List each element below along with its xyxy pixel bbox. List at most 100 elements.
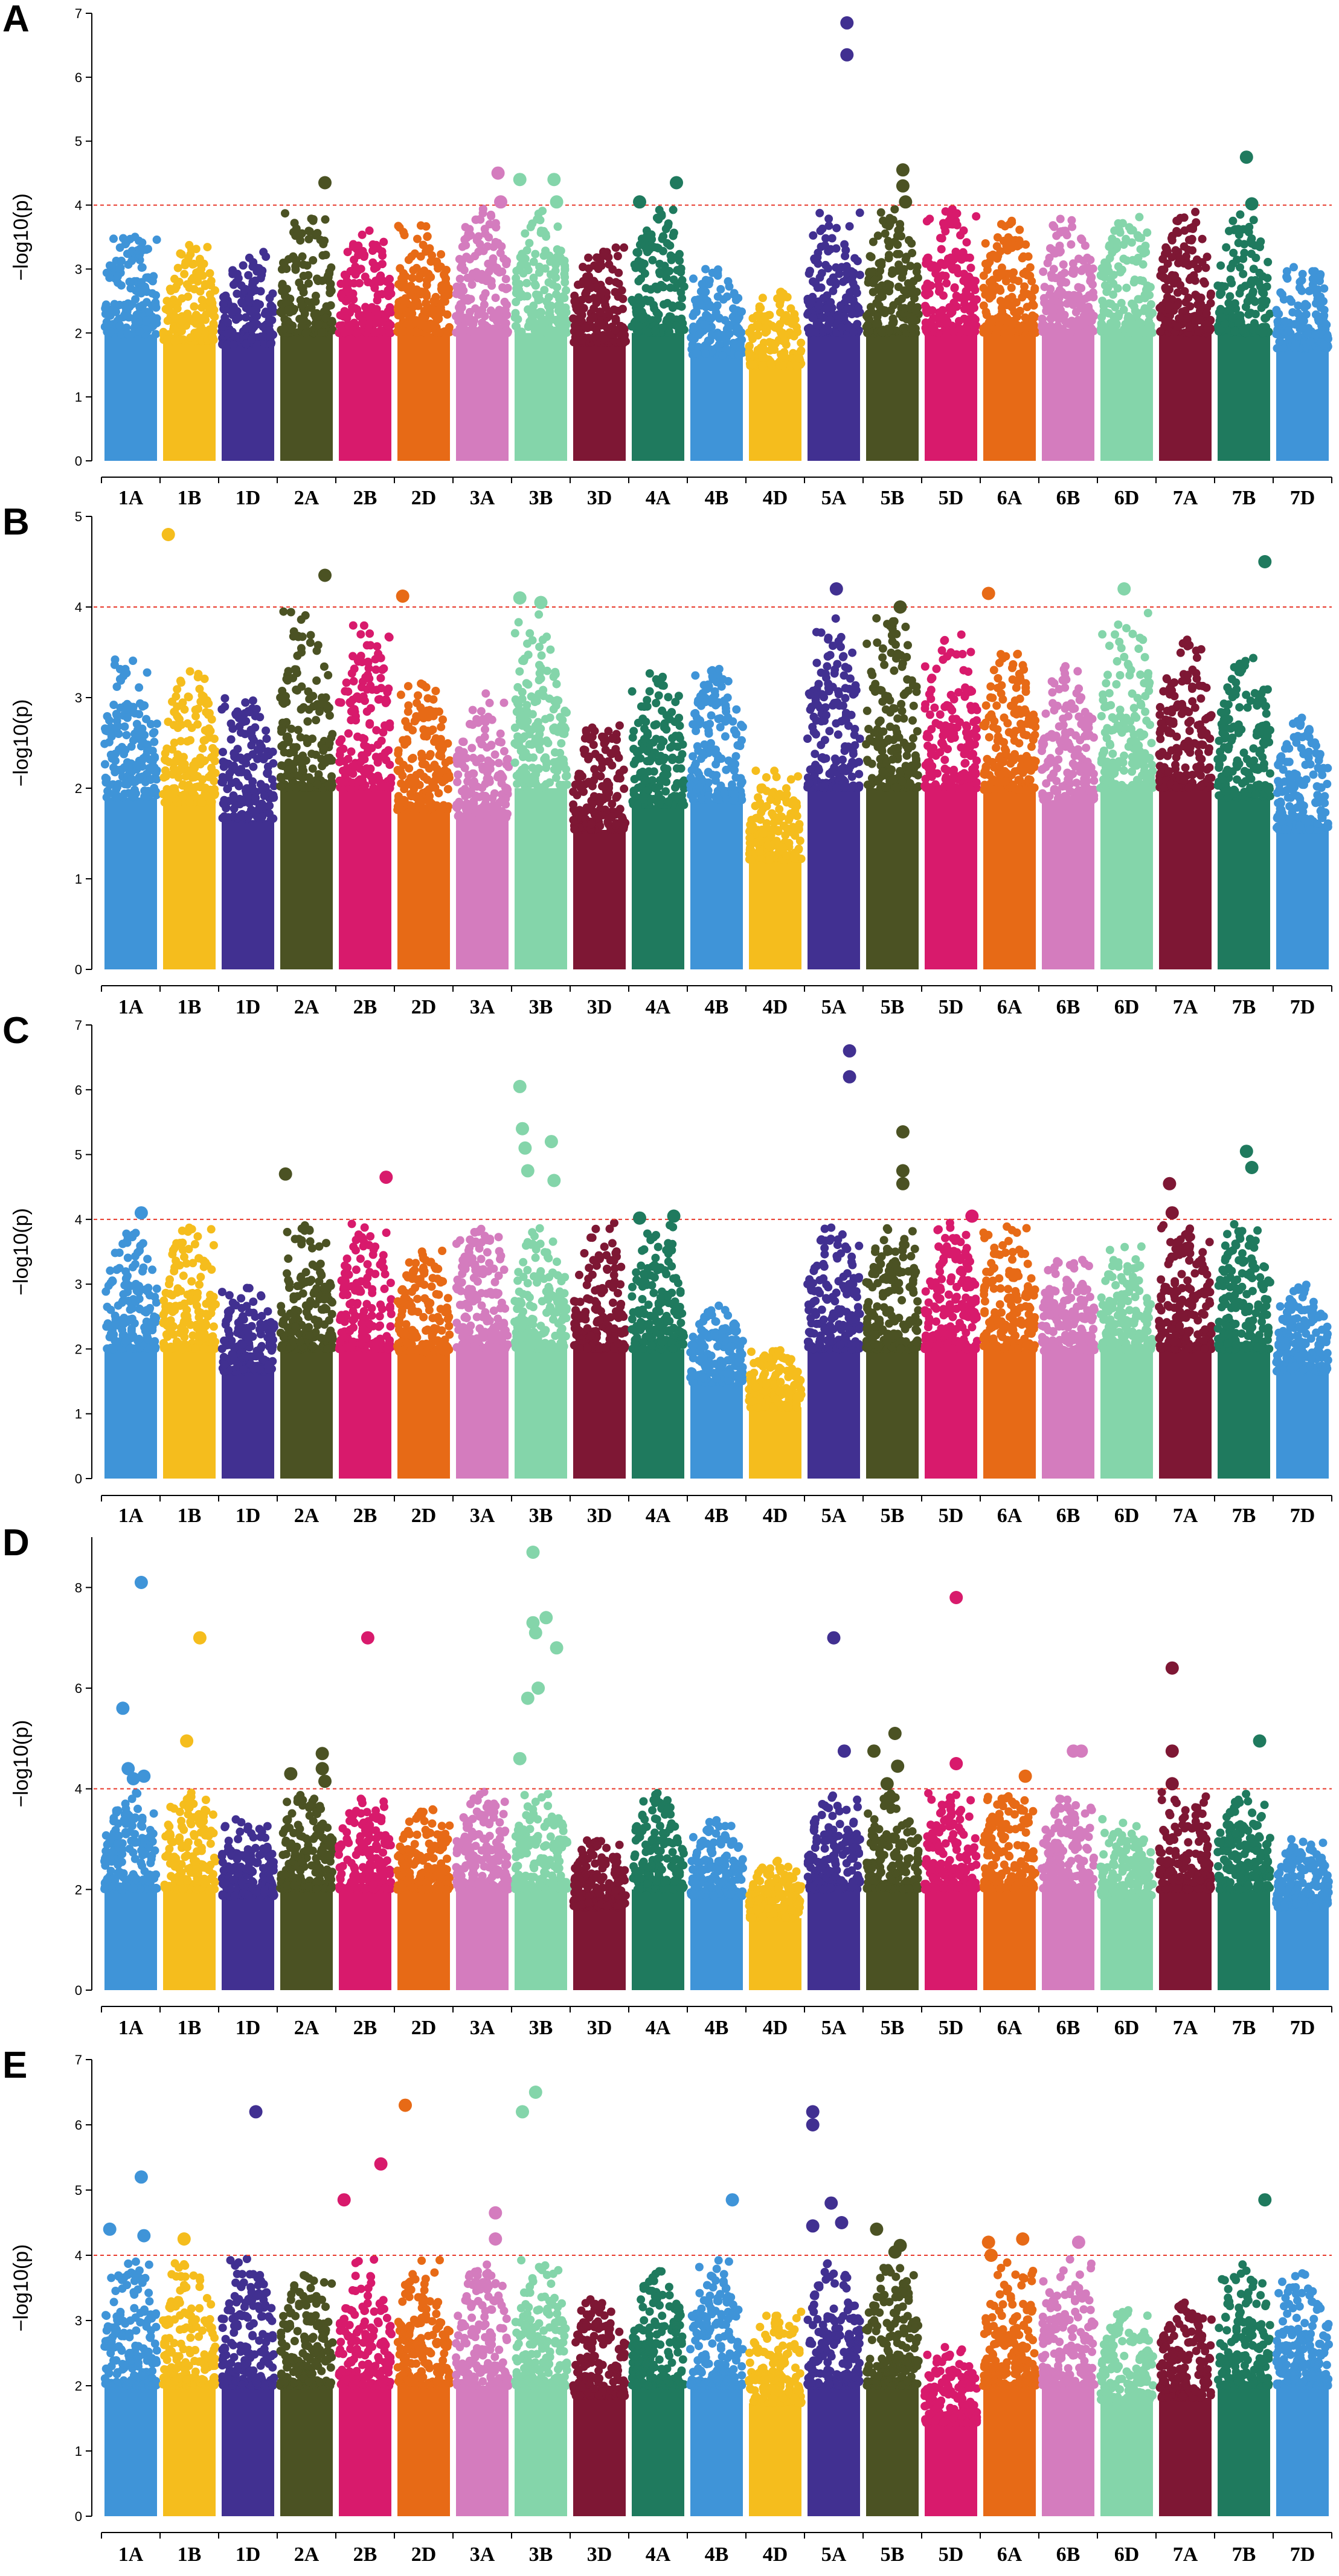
snp-point — [313, 274, 321, 283]
snp-point — [1074, 321, 1084, 330]
snp-point — [252, 705, 261, 713]
x-tick-label-7B: 7B — [1232, 487, 1256, 509]
snp-point — [1067, 240, 1076, 249]
dense-points-3D — [573, 342, 626, 461]
snp-point — [1173, 288, 1182, 297]
snp-point — [657, 210, 666, 219]
dense-points-1D — [222, 820, 274, 969]
x-tick-label-2D: 2D — [411, 487, 437, 509]
snp-point — [1220, 282, 1229, 291]
snp-point — [1237, 284, 1246, 293]
snp-point — [877, 258, 886, 267]
snp-point — [855, 208, 864, 217]
snp-point — [613, 252, 622, 260]
snp-point — [279, 607, 288, 616]
snp-point — [164, 718, 173, 727]
chromosome-6A-points — [979, 216, 1040, 461]
snp-point — [782, 311, 791, 320]
snp-point — [1228, 313, 1238, 323]
snp-point — [353, 656, 362, 665]
snp-point — [117, 256, 126, 265]
snp-point — [437, 722, 446, 731]
snp-point — [840, 312, 849, 321]
snp-point — [233, 289, 242, 298]
dense-points-7D — [1276, 348, 1329, 461]
snp-point — [123, 329, 132, 338]
snp-point — [642, 245, 651, 254]
snp-point — [1236, 311, 1245, 320]
snp-point — [130, 786, 139, 795]
snp-point — [493, 772, 502, 782]
snp-point — [241, 698, 250, 707]
snp-point — [441, 776, 449, 785]
snp-point — [219, 778, 228, 787]
snp-point — [1007, 292, 1016, 301]
snp-point — [136, 727, 145, 736]
snp-point — [149, 315, 158, 324]
snp-point — [986, 251, 995, 260]
snp-point — [913, 262, 922, 271]
snp-point — [369, 783, 378, 792]
chromosome-3B-points — [510, 207, 571, 461]
snp-point — [599, 335, 608, 344]
x-tick-label-3B: 3B — [529, 996, 553, 1018]
snp-point — [1102, 287, 1111, 297]
snp-point — [1056, 214, 1065, 223]
snp-point — [296, 295, 305, 304]
snp-point — [263, 762, 272, 771]
snp-point — [319, 662, 329, 671]
snp-point — [704, 336, 713, 345]
snp-point — [132, 761, 141, 770]
snp-point — [969, 313, 978, 323]
snp-point — [422, 222, 431, 231]
snp-point — [529, 274, 538, 282]
snp-point — [465, 719, 474, 728]
snp-point — [412, 715, 421, 724]
snp-point — [201, 783, 210, 792]
snp-point — [365, 226, 374, 235]
snp-point — [164, 306, 173, 315]
snp-point — [1039, 267, 1048, 276]
snp-point — [611, 243, 620, 252]
snp-point — [361, 696, 369, 705]
snp-point — [342, 678, 351, 687]
snp-point — [1131, 328, 1140, 337]
snp-point — [512, 298, 521, 306]
snp-point — [1088, 264, 1097, 273]
snp-point — [385, 327, 394, 336]
significant-snp-2A — [318, 176, 332, 190]
snp-point — [819, 294, 828, 303]
snp-point — [355, 310, 364, 320]
snp-point — [101, 300, 111, 309]
snp-point — [401, 717, 410, 726]
snp-point — [231, 777, 240, 786]
snp-point — [560, 327, 570, 336]
snp-point — [362, 742, 371, 751]
snp-point — [992, 269, 1001, 278]
dense-points-2B — [339, 333, 391, 461]
snp-point — [102, 268, 111, 277]
point-cloud — [100, 204, 1332, 461]
snp-point — [872, 319, 881, 328]
snp-point — [314, 320, 323, 329]
snp-point — [137, 278, 146, 287]
chromosome-7D-points — [1272, 263, 1332, 461]
snp-point — [324, 780, 333, 789]
snp-point — [300, 783, 309, 792]
snp-point — [195, 684, 204, 693]
snp-point — [863, 321, 872, 330]
snp-point — [894, 297, 903, 306]
snp-point — [664, 219, 673, 228]
snp-point — [829, 286, 838, 295]
snp-point — [555, 300, 564, 309]
snp-point — [477, 740, 486, 749]
snp-point — [1296, 277, 1305, 286]
y-tick-label: 0 — [75, 962, 82, 977]
snp-point — [695, 330, 703, 339]
x-tick-label-1A: 1A — [118, 996, 144, 1018]
chromosome-3A-points — [452, 689, 513, 969]
y-tick-label: 6 — [75, 70, 82, 85]
snp-point — [141, 792, 150, 801]
snp-point — [254, 264, 263, 273]
